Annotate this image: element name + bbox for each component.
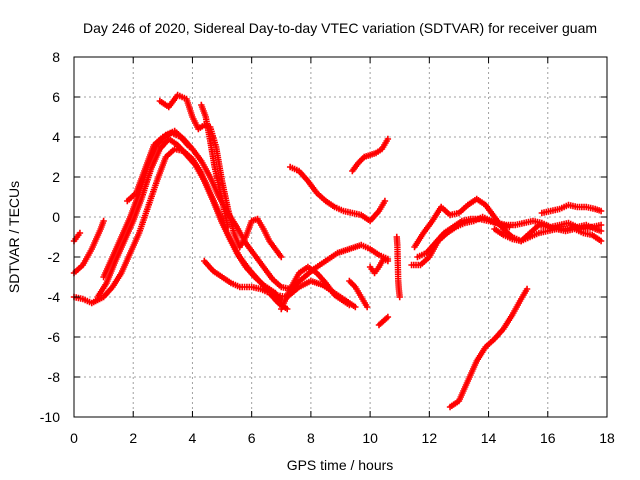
y-tick-label: 8: [52, 49, 60, 65]
series-s6: [124, 129, 193, 205]
x-tick-label: 0: [70, 430, 78, 446]
series-s9: [201, 257, 291, 313]
data-point: [384, 313, 392, 321]
data-point: [284, 305, 291, 313]
y-tick-label: 2: [52, 169, 60, 185]
x-tick-label: 6: [248, 430, 256, 446]
series-s7: [156, 91, 285, 261]
data-point: [76, 229, 84, 237]
y-axis-label: SDTVAR / TECUs: [6, 181, 22, 293]
series-s16: [393, 233, 403, 301]
x-tick-label: 14: [481, 430, 497, 446]
data-point: [597, 207, 605, 215]
data-point: [597, 227, 605, 235]
series-s12: [349, 135, 392, 175]
data-point: [523, 285, 531, 293]
y-tick-label: 0: [52, 209, 60, 225]
series-s10: [278, 263, 353, 313]
series-s3: [70, 229, 84, 245]
x-tick-label: 4: [189, 430, 197, 446]
x-tick-label: 8: [307, 430, 315, 446]
x-tick-label: 18: [599, 430, 615, 446]
series-s14: [366, 255, 392, 277]
y-tick-label: -6: [48, 329, 61, 345]
y-tick-label: -4: [48, 289, 61, 305]
data-point: [384, 135, 392, 143]
data-marks: [70, 91, 605, 411]
y-tick-label: -2: [48, 249, 61, 265]
data-point: [100, 217, 107, 225]
axis-ticks: 0 2 4 6 8 10 12 14 16 18 -10 -8 -6 -4 -2 0 2 4 6 8: [40, 49, 615, 446]
data-point: [346, 301, 353, 309]
series-s21: [491, 221, 605, 245]
x-axis-label: GPS time / hours: [287, 457, 394, 473]
series-s11: [286, 163, 389, 225]
data-point: [278, 253, 285, 261]
x-tick-label: 16: [540, 430, 556, 446]
x-tick-label: 2: [129, 430, 137, 446]
series-s22: [538, 201, 605, 217]
data-point: [597, 237, 605, 245]
series-s13: [346, 277, 371, 311]
series-s2: [70, 217, 107, 277]
series-s8: [198, 101, 232, 231]
y-tick-label: -10: [40, 409, 60, 425]
data-point: [597, 221, 605, 229]
y-tick-label: -8: [48, 369, 61, 385]
chart-title: Day 246 of 2020, Sidereal Day-to-day VTE…: [83, 20, 597, 36]
data-point: [352, 303, 359, 311]
data-point: [224, 223, 232, 231]
data-point: [384, 257, 392, 265]
plot-frame: [73, 56, 608, 418]
data-point: [381, 197, 389, 205]
series-s20: [446, 285, 531, 411]
data-point: [186, 143, 193, 151]
data-point: [363, 303, 371, 311]
y-tick-label: 6: [52, 89, 60, 105]
y-tick-label: 4: [52, 129, 60, 145]
x-tick-label: 12: [422, 430, 438, 446]
series-s5: [100, 127, 392, 293]
x-tick-label: 10: [362, 430, 378, 446]
series-s15: [375, 313, 392, 329]
data-point: [396, 293, 403, 301]
